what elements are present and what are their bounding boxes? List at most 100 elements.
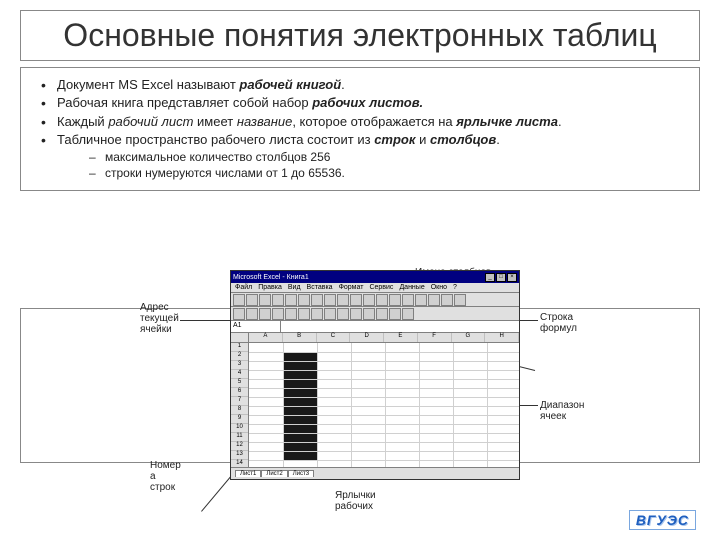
label-tabs: Ярлычки рабочих <box>335 490 376 512</box>
col-header[interactable]: E <box>384 333 418 342</box>
row-header[interactable]: 12 <box>231 442 248 451</box>
toolbar-button[interactable] <box>350 294 362 306</box>
sheet-tab[interactable]: Лист3 <box>288 470 314 477</box>
label-cell-addr: Адрес текущей ячейки <box>140 302 179 335</box>
close-button[interactable]: × <box>507 273 517 282</box>
menu-item[interactable]: Вид <box>288 284 301 291</box>
menu-item[interactable]: Формат <box>339 284 364 291</box>
bullet-2: Рабочая книга представляет собой набор р… <box>31 94 687 112</box>
menu-item[interactable]: Окно <box>431 284 447 291</box>
row-header[interactable]: 8 <box>231 406 248 415</box>
row-header[interactable]: 5 <box>231 379 248 388</box>
toolbar-button[interactable] <box>298 294 310 306</box>
toolbar-button[interactable] <box>272 308 284 320</box>
callout-line <box>520 405 538 406</box>
toolbar-button[interactable] <box>441 294 453 306</box>
sub-2: строки нумеруются числами от 1 до 65536. <box>57 165 687 181</box>
toolbar-button[interactable] <box>363 294 375 306</box>
name-box[interactable]: A1 <box>231 321 281 332</box>
toolbar-button[interactable] <box>233 308 245 320</box>
col-header[interactable]: D <box>350 333 384 342</box>
menu-item[interactable]: Сервис <box>369 284 393 291</box>
sub-1: максимальное количество столбцов 256 <box>57 149 687 165</box>
slide: Основные понятия электронных таблиц Доку… <box>0 0 720 540</box>
cells-area[interactable] <box>249 343 519 479</box>
toolbar-button[interactable] <box>337 308 349 320</box>
toolbar-button[interactable] <box>285 294 297 306</box>
toolbar-button[interactable] <box>389 294 401 306</box>
bullet-3: Каждый рабочий лист имеет название, кото… <box>31 113 687 131</box>
toolbar-button[interactable] <box>259 308 271 320</box>
label-formula-bar: Строка формул <box>540 312 577 334</box>
sheet-tab[interactable]: Лист1 <box>235 470 261 477</box>
row-header[interactable]: 4 <box>231 370 248 379</box>
toolbar-button[interactable] <box>363 308 375 320</box>
status-bar: Лист1 Лист2 Лист3 <box>231 467 519 479</box>
toolbar-button[interactable] <box>454 294 466 306</box>
col-header[interactable]: F <box>418 333 452 342</box>
toolbar-button[interactable] <box>285 308 297 320</box>
row-header[interactable]: 9 <box>231 415 248 424</box>
toolbar-button[interactable] <box>428 294 440 306</box>
menu-item[interactable]: Файл <box>235 284 252 291</box>
toolbar-button[interactable] <box>233 294 245 306</box>
col-header[interactable]: C <box>317 333 351 342</box>
toolbar-button[interactable] <box>389 308 401 320</box>
title-box: Основные понятия электронных таблиц <box>20 10 700 61</box>
toolbar-button[interactable] <box>402 308 414 320</box>
sub-list: максимальное количество столбцов 256 стр… <box>57 149 687 181</box>
menu-item[interactable]: Вставка <box>307 284 333 291</box>
toolbar-button[interactable] <box>259 294 271 306</box>
row-header[interactable]: 7 <box>231 397 248 406</box>
col-header[interactable]: A <box>249 333 283 342</box>
menu-item[interactable]: Правка <box>258 284 282 291</box>
toolbar-button[interactable] <box>350 308 362 320</box>
formula-input[interactable] <box>281 321 519 332</box>
toolbar-button[interactable] <box>324 294 336 306</box>
toolbar-button[interactable] <box>415 294 427 306</box>
bullet-4: Табличное пространство рабочего листа со… <box>31 131 687 181</box>
row-header[interactable]: 11 <box>231 433 248 442</box>
bullet-list: Документ MS Excel называют рабочей книго… <box>31 76 687 182</box>
select-all-corner[interactable] <box>231 333 249 342</box>
toolbar-button[interactable] <box>337 294 349 306</box>
label-range: Диапазон ячеек <box>540 400 584 422</box>
col-header[interactable]: B <box>283 333 317 342</box>
menu-item[interactable]: ? <box>453 284 457 291</box>
toolbar-button[interactable] <box>402 294 414 306</box>
toolbar-button[interactable] <box>246 294 258 306</box>
spreadsheet-grid[interactable]: A B C D E F G H 1 2 3 4 5 6 <box>231 333 519 479</box>
toolbar-button[interactable] <box>324 308 336 320</box>
minimize-button[interactable]: _ <box>485 273 495 282</box>
excel-title: Microsoft Excel - Книга1 <box>233 274 309 281</box>
toolbar-button[interactable] <box>272 294 284 306</box>
callout-line <box>520 320 538 321</box>
row-header[interactable]: 6 <box>231 388 248 397</box>
sheet-tabs: Лист1 Лист2 Лист3 <box>235 470 314 477</box>
row-header[interactable]: 2 <box>231 352 248 361</box>
col-header[interactable]: H <box>485 333 519 342</box>
toolbar-button[interactable] <box>376 294 388 306</box>
col-header[interactable]: G <box>452 333 486 342</box>
menu-bar: Файл Правка Вид Вставка Формат Сервис Да… <box>231 283 519 293</box>
window-buttons: _ □ × <box>485 273 517 282</box>
toolbar-button[interactable] <box>311 308 323 320</box>
row-header[interactable]: 13 <box>231 451 248 460</box>
toolbar-button[interactable] <box>376 308 388 320</box>
row-header[interactable]: 10 <box>231 424 248 433</box>
slide-title: Основные понятия электронных таблиц <box>29 17 691 54</box>
toolbar-button[interactable] <box>246 308 258 320</box>
sheet-tab[interactable]: Лист2 <box>261 470 287 477</box>
row-header[interactable]: 3 <box>231 361 248 370</box>
maximize-button[interactable]: □ <box>496 273 506 282</box>
rows-area: 1 2 3 4 5 6 7 8 9 10 11 12 13 14 <box>231 343 519 479</box>
toolbar-2 <box>231 307 519 321</box>
label-row-nums: Номер а строк <box>150 460 181 493</box>
toolbar-1 <box>231 293 519 307</box>
toolbar-button[interactable] <box>298 308 310 320</box>
bullet-1: Документ MS Excel называют рабочей книго… <box>31 76 687 94</box>
menu-item[interactable]: Данные <box>399 284 424 291</box>
excel-window: Microsoft Excel - Книга1 _ □ × Файл Прав… <box>230 270 520 480</box>
toolbar-button[interactable] <box>311 294 323 306</box>
row-header[interactable]: 1 <box>231 343 248 352</box>
